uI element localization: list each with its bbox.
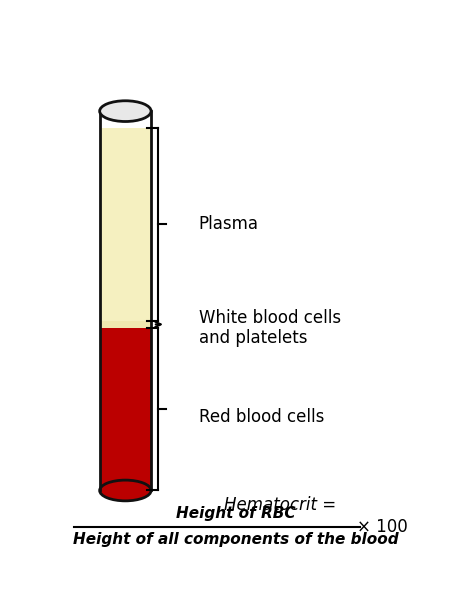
Text: × 100: × 100 [357,518,408,536]
Text: Plasma: Plasma [199,215,259,233]
Text: White blood cells
and platelets: White blood cells and platelets [199,308,341,347]
Bar [100,111,151,128]
Text: Height of all components of the blood: Height of all components of the blood [73,532,398,548]
Text: Hematocrit =: Hematocrit = [224,496,336,513]
Ellipse shape [100,101,151,122]
Ellipse shape [100,480,151,501]
Bar [100,128,151,321]
Text: Red blood cells: Red blood cells [199,408,324,427]
Bar [100,328,151,490]
Text: Height of RBC: Height of RBC [176,506,295,521]
Bar [100,321,151,328]
